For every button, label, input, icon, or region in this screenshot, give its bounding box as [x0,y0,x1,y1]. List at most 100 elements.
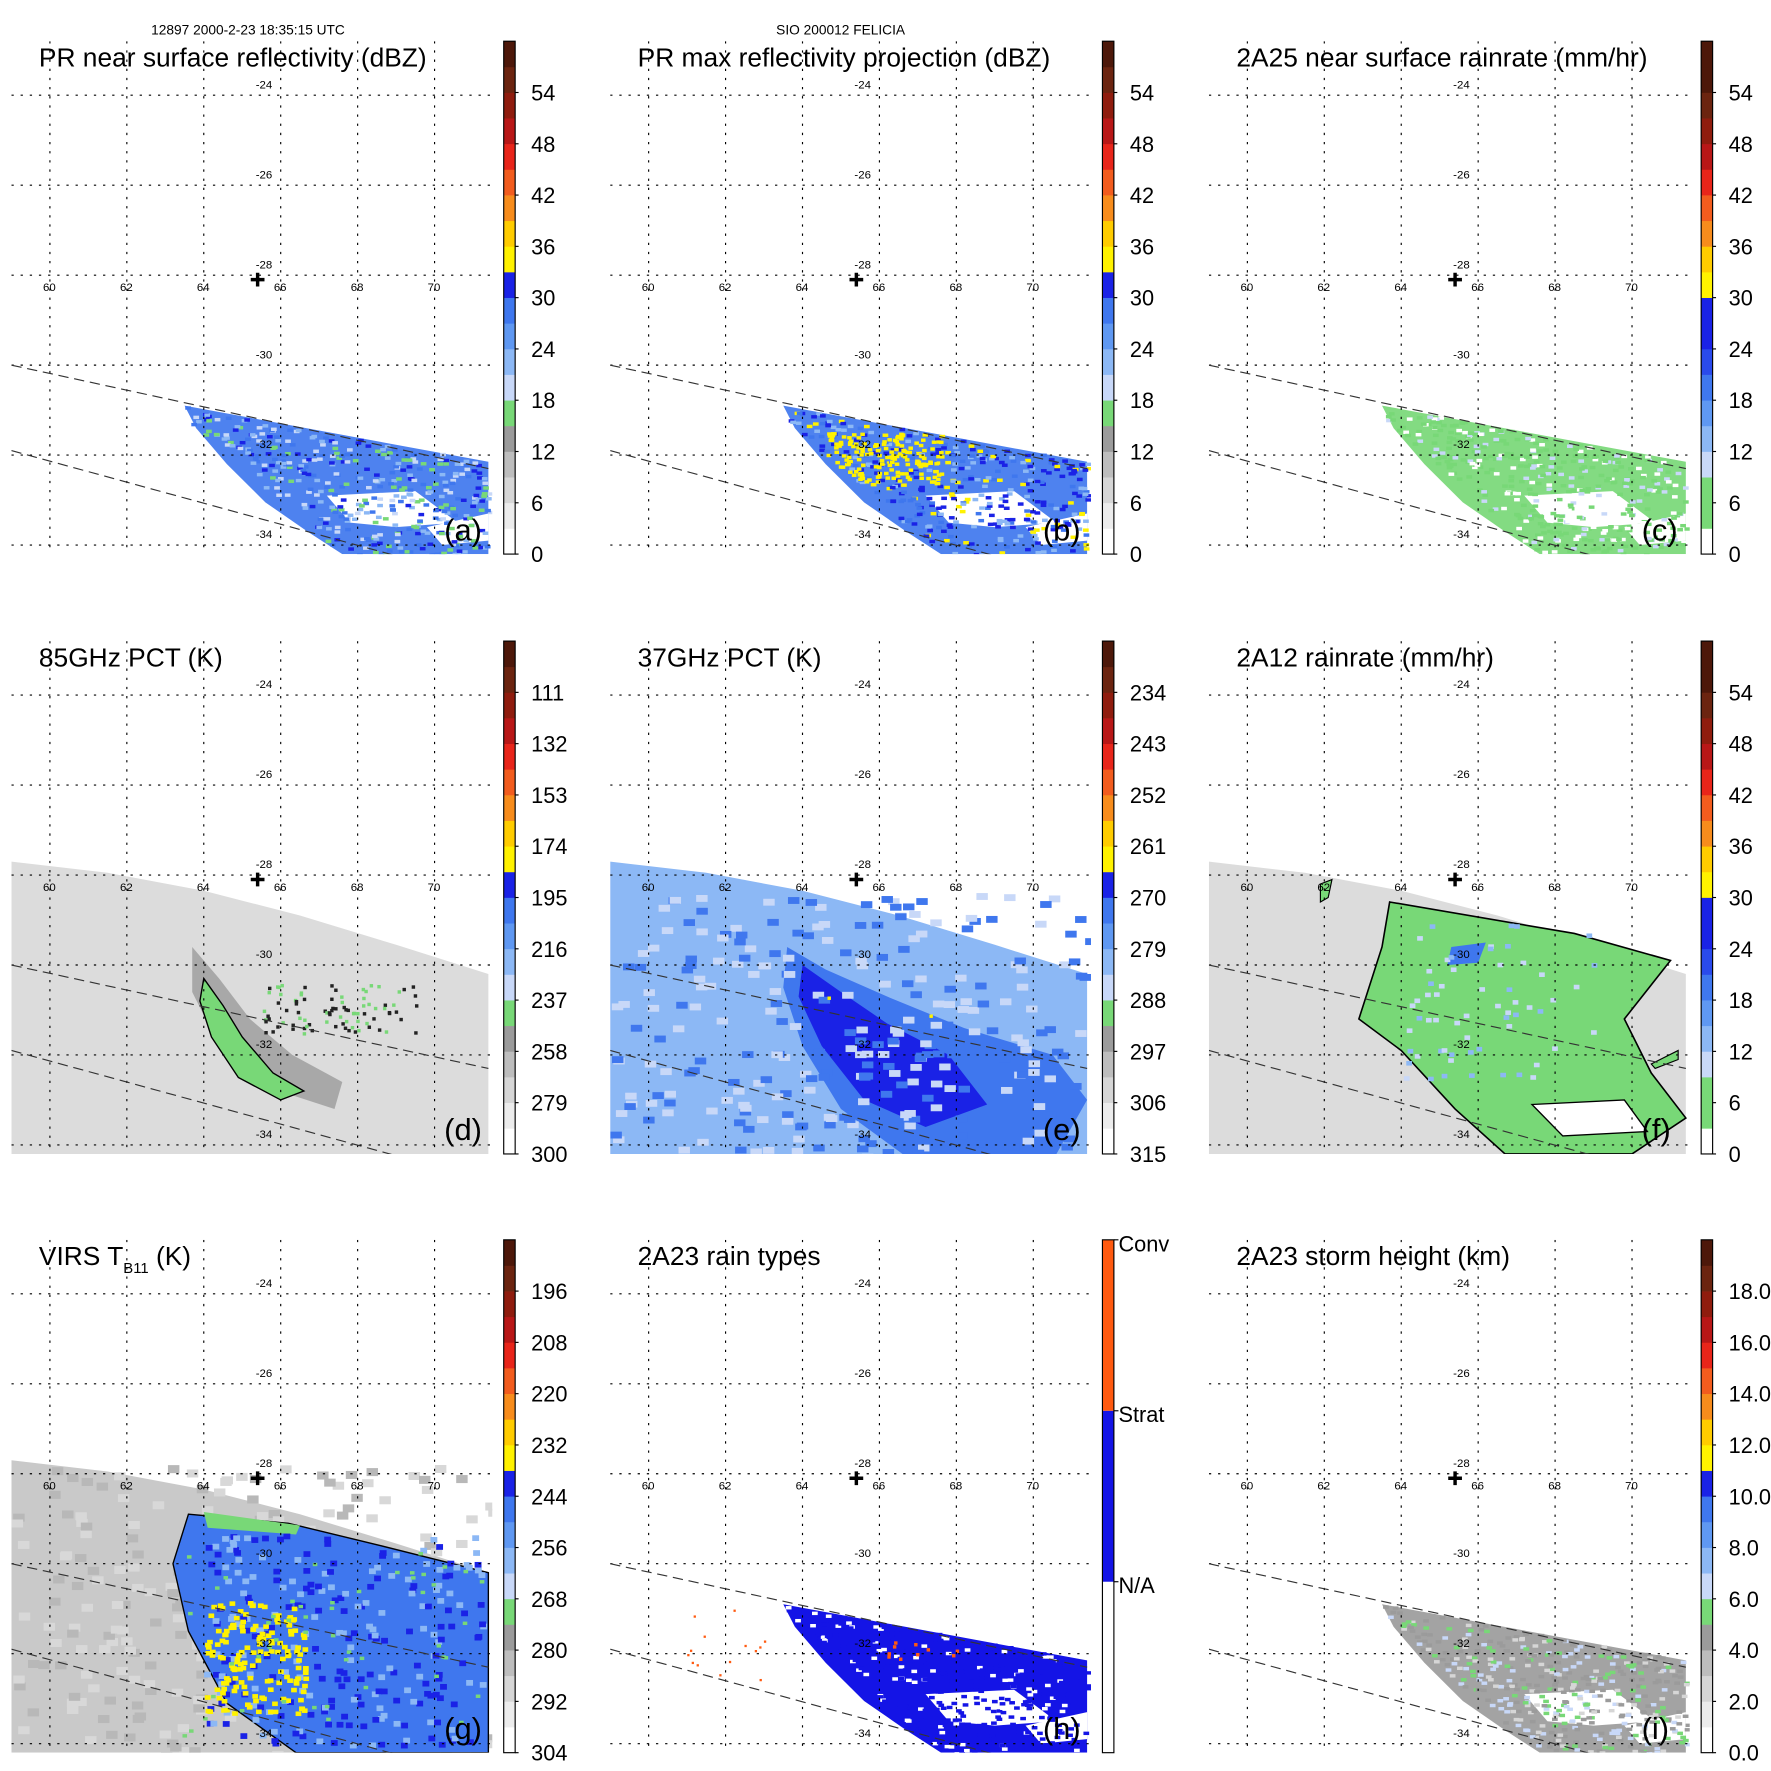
swath-edge [11,1648,392,1753]
rain-cell [417,519,423,523]
ir-core [265,1633,272,1638]
rain-cell [1479,987,1486,992]
ir-cold-cell [410,1698,418,1705]
rain-cell [1655,1655,1662,1659]
rain-cell [911,1707,917,1711]
rain-cell [1498,429,1504,433]
rain-cell [357,552,363,555]
rain-cell [1549,1670,1556,1675]
ir-cell [144,1588,157,1597]
rain-cell [427,490,434,494]
rain-cell [280,465,287,469]
rain-cell [286,461,293,465]
rain-cell [1062,459,1068,463]
rain-cell [1050,1687,1057,1691]
colorbar-segment [1701,1521,1713,1548]
rain-cell [224,436,230,440]
rain-cell [1466,475,1473,479]
rain-cell [479,499,486,503]
colorbar-label: 292 [531,1689,567,1714]
ir-cold-cell [422,1680,430,1687]
rain-cell [1503,1015,1510,1020]
cold-speck [331,1006,335,1011]
rain-cell [906,518,913,522]
rain-cell [821,1644,828,1648]
ir-cold-cell [223,1709,231,1716]
rain-cell [481,546,488,550]
rain-cell [1414,998,1421,1004]
ir-core [274,1617,281,1623]
ir-cold-cell [315,1583,322,1590]
rain-cell [894,1628,900,1632]
core-cell [860,432,865,437]
rain-cell [999,1743,1006,1748]
ir-cell [116,1666,128,1675]
rain-cell [1007,1645,1014,1650]
ir-cell [85,1736,97,1745]
ir-core [295,1665,302,1671]
rain-cell [1040,550,1047,554]
rain-cell [835,1624,842,1628]
ir-cold-cell [450,1701,458,1708]
core-cell [860,449,865,454]
rain-cell [1039,1737,1046,1741]
rain-cell [1454,1020,1461,1026]
rain-cell [419,546,426,551]
conv-cell [952,1654,956,1658]
rain-cell [962,477,969,482]
rain-cell [1059,507,1066,512]
rain-cell [1539,464,1546,469]
rain-cell [1423,1626,1430,1630]
colorbar-segment [1102,220,1114,247]
rain-cell [1648,1715,1655,1719]
rain-cell [313,449,319,453]
colorbar-label: 297 [1130,1039,1166,1064]
rain-cell [418,512,425,517]
rain-cell [401,495,407,499]
tb-cell [678,1146,690,1154]
colorbar-segment [1102,1025,1114,1052]
tb-cell [685,955,697,963]
core-cell [851,473,857,478]
rain-cell [973,1696,980,1700]
rain-cell [346,448,353,452]
rain-cell [1642,1664,1649,1669]
rain-cell [373,537,380,541]
rain-cell [1495,1003,1501,1009]
core-cell [848,470,853,474]
rain-cell [1585,1682,1592,1687]
ir-cold-cell [345,1722,353,1729]
rain-cell [1533,441,1539,445]
tb-cell [804,1086,816,1094]
colorbar-segment [1701,477,1713,504]
ir-core [287,1615,294,1620]
ir-cell [171,1688,184,1697]
ir-cell [201,1506,214,1515]
rain-cell [1069,484,1076,489]
rain-cell [1018,1748,1025,1752]
rain-cell [896,1713,902,1717]
tb-cell [1079,973,1091,981]
rain-cell [433,508,439,513]
lon-label: 60 [1241,882,1254,894]
ir-core [231,1688,238,1694]
ir-cell [323,1509,335,1518]
rain-cell [1566,1671,1573,1675]
rain-cell [439,531,445,536]
rain-cell [1059,474,1066,479]
rain-cell [357,507,364,512]
tb-cell [956,1132,968,1140]
core-cell [914,441,919,445]
colorbar-label: 24 [1130,337,1154,362]
conv-cell [914,1643,918,1647]
ir-cell [126,1534,139,1543]
colorbar-label: 48 [1729,732,1753,757]
ir-cell [75,1512,87,1521]
ir-cold-cell [345,1635,353,1642]
rain-cell [878,434,885,438]
rain-cell [276,493,282,497]
colorbar-label: 54 [1130,81,1154,106]
ir-edge [421,1572,426,1577]
rain-cell [1041,453,1047,458]
